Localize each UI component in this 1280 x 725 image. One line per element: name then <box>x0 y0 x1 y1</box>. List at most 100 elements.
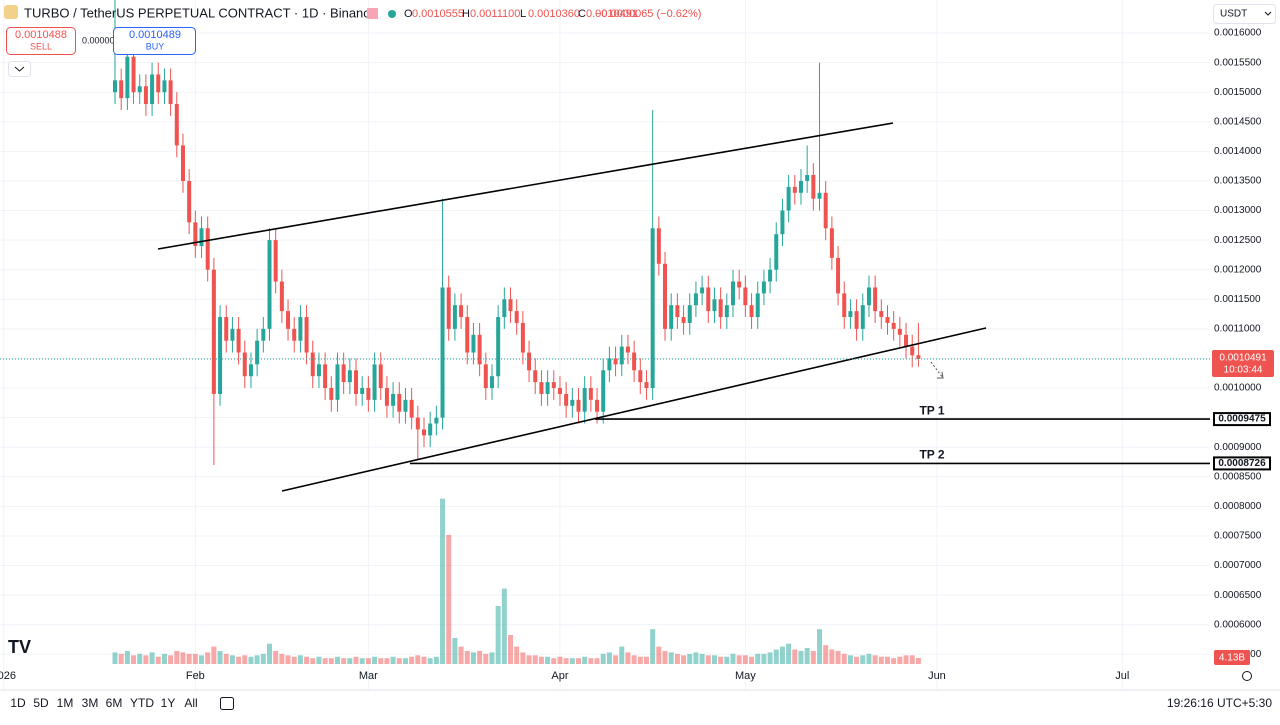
volume-bar <box>761 653 767 664</box>
volume-bar <box>477 650 483 664</box>
sell-button[interactable] <box>6 27 76 55</box>
volume-bar <box>625 652 631 664</box>
range-button[interactable]: 3M <box>82 696 99 710</box>
currency[interactable]: USDT <box>1220 9 1247 20</box>
volume-label-box <box>1214 650 1250 665</box>
candle-body <box>700 287 705 294</box>
candle-body <box>193 222 198 247</box>
range-button[interactable]: 1M <box>57 696 74 710</box>
volume-bar <box>304 656 310 664</box>
y-tick-label: 0.0016000 <box>1214 28 1262 39</box>
range-button[interactable]: YTD <box>130 696 154 710</box>
candle-body <box>286 311 291 329</box>
candle-body <box>539 382 544 394</box>
y-tick-label: 0.0013500 <box>1214 176 1262 187</box>
candle-body <box>749 305 754 318</box>
candle-body <box>570 399 575 406</box>
range-button[interactable]: 5D <box>33 696 49 710</box>
volume-bar <box>563 658 569 664</box>
volume-bar <box>594 658 600 664</box>
candle-body <box>360 388 365 394</box>
volume-bar <box>149 652 155 664</box>
candle-body <box>601 370 606 412</box>
candle-body <box>557 388 562 394</box>
volume-bar <box>124 650 130 664</box>
volume-bar <box>909 655 915 664</box>
candle-body <box>347 370 352 383</box>
candle-body <box>625 346 630 353</box>
candle-body <box>879 311 884 318</box>
volume-bar <box>260 653 266 664</box>
candle-body <box>403 399 408 412</box>
candle-body <box>675 305 680 318</box>
candle-body <box>774 234 779 270</box>
target-price-bg <box>1215 414 1269 425</box>
volume-bar <box>681 655 687 664</box>
buy-label[interactable]: BUY <box>146 41 165 51</box>
sell-price[interactable]: 0.0010488 <box>15 29 67 41</box>
volume-bar <box>137 653 143 664</box>
candle-body <box>656 228 661 264</box>
volume-bar <box>384 658 390 664</box>
volume-bar <box>613 655 619 664</box>
calendar-icon[interactable] <box>220 697 234 710</box>
volume-bar <box>291 656 297 664</box>
candle-body <box>576 399 581 412</box>
buy-button[interactable] <box>113 27 196 55</box>
volume-bar <box>798 650 804 664</box>
arrow <box>930 361 944 379</box>
sell-label[interactable]: SELL <box>30 41 52 51</box>
candle-body <box>860 305 865 329</box>
volume-bar <box>711 655 717 664</box>
volume-bar <box>606 652 612 664</box>
buy-price[interactable]: 0.0010489 <box>129 29 181 41</box>
volume-bar <box>687 653 693 664</box>
collapse-button[interactable] <box>8 61 31 77</box>
currency-select[interactable] <box>1213 4 1276 24</box>
candle-body <box>823 192 828 229</box>
volume-bar <box>297 655 303 664</box>
logo: TV <box>8 637 31 657</box>
candle-body <box>341 364 346 383</box>
range-button[interactable]: 6M <box>106 696 123 710</box>
y-tick-label: 0.0012500 <box>1214 235 1262 246</box>
volume-bar <box>817 629 823 664</box>
volume-bar <box>897 656 903 664</box>
candle-body <box>452 305 457 329</box>
volume-bar <box>433 656 439 664</box>
candle-body <box>632 352 637 371</box>
candle-body <box>174 104 179 146</box>
candle-body <box>273 240 278 282</box>
volume-bar <box>334 656 340 664</box>
candle-body <box>817 192 822 199</box>
volume-bar <box>786 643 792 664</box>
candle-body <box>607 358 612 371</box>
settings-icon[interactable] <box>1242 671 1252 681</box>
range-button[interactable]: 1D <box>10 696 26 710</box>
range-button[interactable]: 1Y <box>161 696 176 710</box>
candle-body <box>916 355 921 359</box>
y-tick-label: 0.0006000 <box>1214 619 1262 630</box>
candle-body <box>304 317 309 353</box>
volume-bar <box>452 637 458 664</box>
candle-body <box>459 305 464 318</box>
volume-bar <box>199 655 205 664</box>
volume-bar <box>779 646 785 664</box>
range-button[interactable]: All <box>184 696 197 710</box>
candle-body <box>354 370 359 394</box>
volume-bar <box>489 652 495 664</box>
candle-body <box>384 388 389 406</box>
volume-bar <box>440 498 446 664</box>
candle-body <box>873 287 878 312</box>
candle-body <box>409 399 414 418</box>
candle-body <box>854 311 859 329</box>
candle-body <box>199 228 204 247</box>
y-tick-label: 0.0014500 <box>1214 116 1262 127</box>
candle-body <box>724 305 729 318</box>
volume-bar <box>174 650 180 664</box>
volume-bar <box>118 653 124 664</box>
candle-body <box>335 364 340 400</box>
volume-bar <box>131 655 137 664</box>
volume-bar <box>285 655 291 664</box>
volume-bar <box>310 658 316 664</box>
